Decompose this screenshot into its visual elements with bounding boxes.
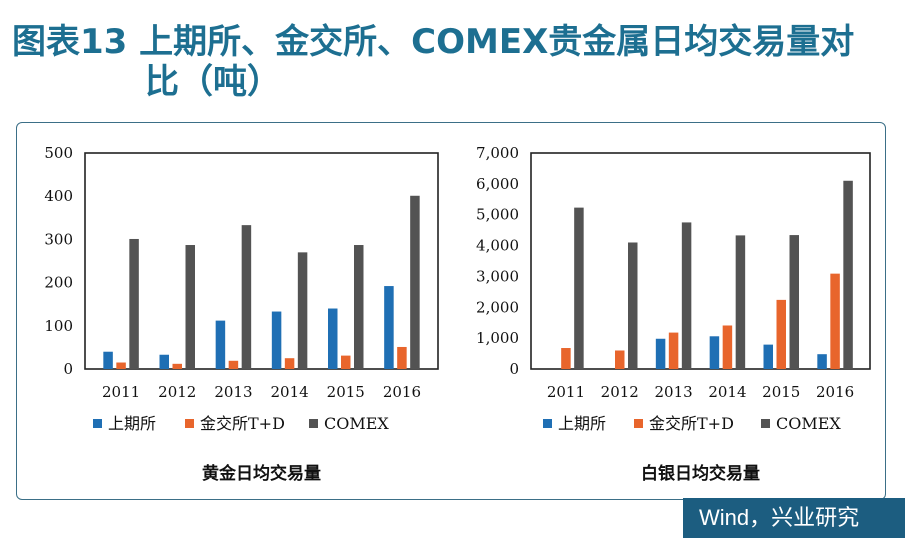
legend-swatch-sge xyxy=(185,419,194,428)
bar-shfe-2014 xyxy=(709,336,720,369)
bar-comex-2015 xyxy=(789,235,799,369)
bar-sge-2012 xyxy=(615,350,625,369)
bar-comex-2011 xyxy=(574,207,584,369)
legend-swatch-shfe xyxy=(543,419,552,428)
bar-comex-2013 xyxy=(241,225,252,369)
bar-comex-2016 xyxy=(410,195,420,369)
bar-shfe-2011 xyxy=(103,351,113,369)
x-tick-label: 2013 xyxy=(654,383,692,401)
legend-label-shfe: 上期所 xyxy=(558,414,606,433)
bar-sge-2011 xyxy=(116,362,126,369)
bar-comex-2014 xyxy=(735,235,746,369)
title-line-2: 比（吨） xyxy=(145,62,281,102)
charts-panel: 0 100 200 300 400 500 2011 2012 2013 2014 2015 2016… xyxy=(16,122,886,500)
x-tick-label: 2016 xyxy=(816,383,854,401)
x-tick-label: 2011 xyxy=(547,383,585,401)
bar-comex-2011 xyxy=(129,238,139,369)
silver-volume-chart: 0 1,000 2,000 3,000 4,000 5,000 6,000 7,000 2011… xyxy=(476,144,871,484)
title-line-1: 图表13 上期所、金交所、COMEX贵金属日均交易量对 xyxy=(12,22,855,62)
y-tick-label: 500 xyxy=(44,144,73,162)
bar-shfe-2014 xyxy=(271,311,282,369)
x-tick-label: 2011 xyxy=(102,383,140,401)
bar-sge-2015 xyxy=(341,355,351,369)
bar-shfe-2016 xyxy=(384,286,394,369)
bar-sge-2016 xyxy=(830,273,840,369)
bar-sge-2013 xyxy=(668,332,679,369)
bar-comex-2012 xyxy=(185,245,195,369)
bar-sge-2013 xyxy=(228,360,239,369)
y-tick-label: 0 xyxy=(509,360,519,378)
bar-comex-2013 xyxy=(681,222,692,369)
bar-comex-2015 xyxy=(354,245,364,369)
legend-label-sge: 金交所T+D xyxy=(649,414,734,433)
bar-sge-2014 xyxy=(284,358,295,369)
chart-caption: 白银日均交易量 xyxy=(641,463,760,484)
y-tick-label: 300 xyxy=(44,230,73,248)
x-tick-label: 2015 xyxy=(327,383,365,401)
x-tick-label: 2015 xyxy=(762,383,800,401)
bar-shfe-2016 xyxy=(817,354,827,369)
y-tick-label: 0 xyxy=(63,360,73,378)
bar-shfe-2012 xyxy=(159,354,169,369)
bar-shfe-2015 xyxy=(763,344,773,369)
bar-comex-2014 xyxy=(297,252,308,369)
legend-swatch-shfe xyxy=(93,419,102,428)
bar-sge-2014 xyxy=(722,325,733,369)
x-tick-label: 2014 xyxy=(708,383,746,401)
bar-shfe-2015 xyxy=(328,308,338,369)
y-tick-label: 1,000 xyxy=(476,329,519,347)
legend-label-shfe: 上期所 xyxy=(108,414,156,433)
x-tick-label: 2014 xyxy=(270,383,308,401)
legend-label-sge: 金交所T+D xyxy=(200,414,285,433)
plot-area-frame xyxy=(84,152,439,370)
y-tick-label: 7,000 xyxy=(476,144,519,162)
chart-caption: 黄金日均交易量 xyxy=(202,463,321,484)
y-tick-label: 3,000 xyxy=(476,267,519,285)
bar-shfe-2013 xyxy=(215,320,226,369)
legend-label-comex: COMEX xyxy=(324,414,389,433)
bar-sge-2015 xyxy=(776,299,786,369)
x-tick-label: 2012 xyxy=(601,383,639,401)
y-tick-label: 100 xyxy=(44,317,73,335)
y-tick-label: 200 xyxy=(44,274,73,292)
legend-swatch-sge xyxy=(634,419,643,428)
x-tick-label: 2013 xyxy=(214,383,252,401)
plot-area-frame xyxy=(530,152,871,370)
bar-comex-2012 xyxy=(628,242,638,369)
y-tick-label: 6,000 xyxy=(476,175,519,193)
bar-sge-2016 xyxy=(397,346,407,369)
gold-volume-chart: 0 100 200 300 400 500 2011 2012 2013 2014 2015 2016… xyxy=(44,144,439,484)
y-tick-label: 5,000 xyxy=(476,206,519,224)
x-tick-label: 2012 xyxy=(158,383,196,401)
y-tick-label: 400 xyxy=(44,187,73,205)
bar-shfe-2013 xyxy=(655,338,666,369)
bar-sge-2011 xyxy=(561,348,571,369)
y-tick-label: 4,000 xyxy=(476,237,519,255)
x-tick-label: 2016 xyxy=(383,383,421,401)
legend-swatch-comex xyxy=(761,419,770,428)
page-title: 图表13 上期所、金交所、COMEX贵金属日均交易量对 比（吨） xyxy=(12,22,892,102)
bar-sge-2012 xyxy=(172,363,182,369)
bar-comex-2016 xyxy=(843,180,853,369)
y-tick-label: 2,000 xyxy=(476,298,519,316)
legend-label-comex: COMEX xyxy=(776,414,841,433)
legend-swatch-comex xyxy=(309,419,318,428)
source-footer: Wind，兴业研究 xyxy=(683,498,905,538)
